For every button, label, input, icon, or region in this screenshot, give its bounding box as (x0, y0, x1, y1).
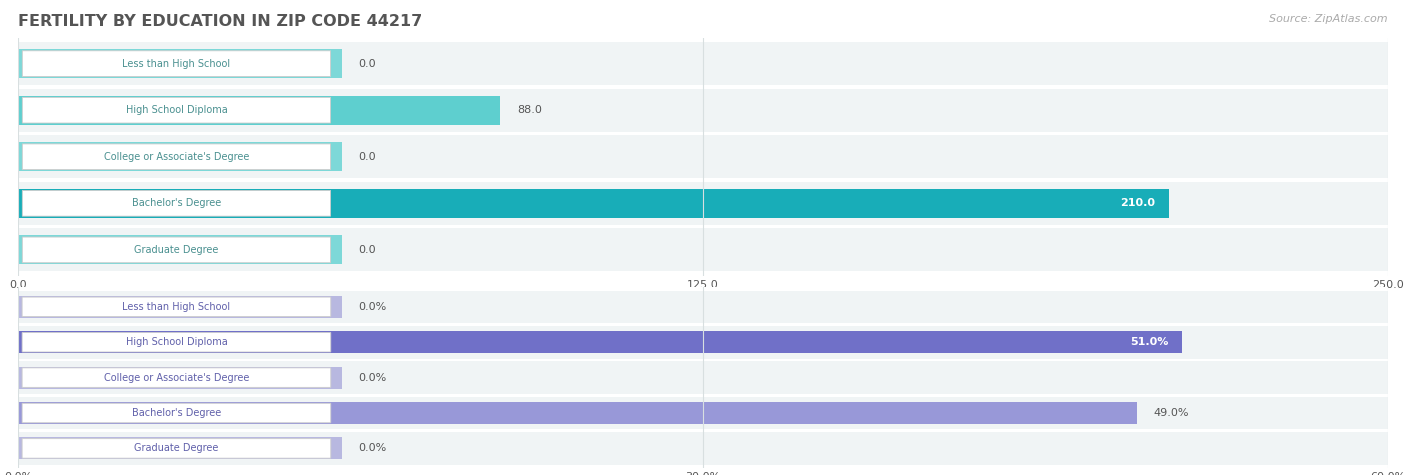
Text: Less than High School: Less than High School (122, 302, 231, 312)
Text: 0.0%: 0.0% (359, 443, 387, 454)
Text: Graduate Degree: Graduate Degree (134, 245, 219, 255)
Bar (18, 397, 1388, 429)
Text: Bachelor's Degree: Bachelor's Degree (132, 408, 221, 418)
FancyBboxPatch shape (22, 237, 330, 263)
Text: 210.0: 210.0 (1121, 199, 1154, 209)
Bar (18, 296, 342, 318)
Text: 0.0: 0.0 (359, 245, 375, 255)
Bar (18, 437, 342, 459)
Text: 49.0%: 49.0% (1153, 408, 1188, 418)
FancyBboxPatch shape (22, 97, 330, 123)
Bar (18, 236, 342, 264)
Text: College or Associate's Degree: College or Associate's Degree (104, 152, 249, 162)
Bar (18, 361, 1388, 394)
Bar (18, 367, 342, 389)
Bar (18, 189, 1168, 218)
Bar (18, 49, 342, 78)
Text: Graduate Degree: Graduate Degree (134, 443, 219, 454)
FancyBboxPatch shape (22, 403, 330, 423)
FancyBboxPatch shape (22, 51, 330, 76)
Bar (18, 42, 1388, 85)
Bar (18, 142, 342, 171)
Text: Less than High School: Less than High School (122, 58, 231, 68)
FancyBboxPatch shape (22, 438, 330, 458)
Bar (18, 228, 1388, 271)
FancyBboxPatch shape (22, 190, 330, 216)
FancyBboxPatch shape (22, 144, 330, 170)
Bar (18, 182, 1388, 225)
Bar (18, 96, 501, 124)
Bar (18, 432, 1388, 465)
Text: 0.0%: 0.0% (359, 302, 387, 312)
Text: 88.0: 88.0 (517, 105, 541, 115)
Text: High School Diploma: High School Diploma (125, 105, 228, 115)
Text: FERTILITY BY EDUCATION IN ZIP CODE 44217: FERTILITY BY EDUCATION IN ZIP CODE 44217 (18, 14, 423, 29)
Text: 0.0: 0.0 (359, 58, 375, 68)
Text: Bachelor's Degree: Bachelor's Degree (132, 199, 221, 209)
Text: High School Diploma: High School Diploma (125, 337, 228, 347)
FancyBboxPatch shape (22, 297, 330, 317)
Text: Source: ZipAtlas.com: Source: ZipAtlas.com (1270, 14, 1388, 24)
Text: College or Associate's Degree: College or Associate's Degree (104, 372, 249, 383)
Bar (18, 402, 1136, 424)
Text: 0.0%: 0.0% (359, 372, 387, 383)
Bar (18, 89, 1388, 132)
Bar (18, 331, 1182, 353)
Bar (18, 291, 1388, 323)
FancyBboxPatch shape (22, 368, 330, 388)
Bar (18, 135, 1388, 178)
Text: 0.0: 0.0 (359, 152, 375, 162)
FancyBboxPatch shape (22, 332, 330, 352)
Bar (18, 326, 1388, 359)
Text: 51.0%: 51.0% (1130, 337, 1168, 347)
